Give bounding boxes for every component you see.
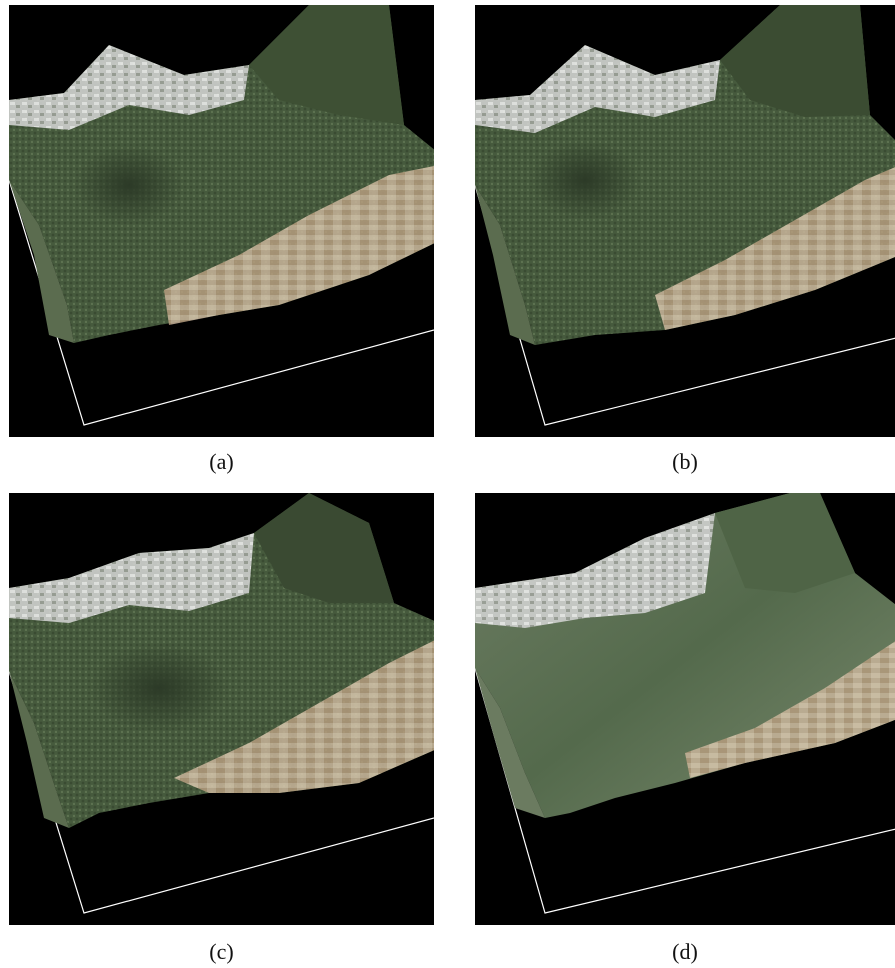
caption-b: (b) [672, 449, 698, 474]
mountain-ridge [249, 5, 404, 125]
agricultural-fields [655, 167, 895, 330]
caption-c: (c) [209, 939, 234, 964]
caption-a: (a) [209, 449, 234, 474]
terrain-b-svg [475, 5, 895, 426]
caption-d: (d) [672, 939, 698, 964]
agricultural-fields [685, 641, 895, 778]
agricultural-fields [174, 640, 434, 793]
panel-c-terrain-render [9, 493, 434, 925]
panel-a-terrain-render [9, 5, 434, 437]
terrain-d-svg [475, 493, 895, 914]
mountain-ridge [715, 493, 855, 593]
urban-area [9, 533, 254, 623]
urban-area [475, 45, 720, 133]
agricultural-fields [164, 166, 434, 325]
panel-b-terrain-render [475, 5, 895, 437]
mountain-ridge [720, 5, 870, 117]
hill-shadow [74, 145, 184, 225]
terrain-c-svg [9, 493, 434, 914]
mountain-peak [254, 493, 394, 603]
urban-area [9, 45, 249, 130]
urban-area [475, 513, 715, 628]
panel-d-terrain-render [475, 493, 895, 925]
bounding-box-lines [9, 179, 434, 426]
hill-shadow [89, 643, 229, 733]
terrain-a-svg [9, 5, 434, 426]
hill-shadow [530, 140, 640, 220]
